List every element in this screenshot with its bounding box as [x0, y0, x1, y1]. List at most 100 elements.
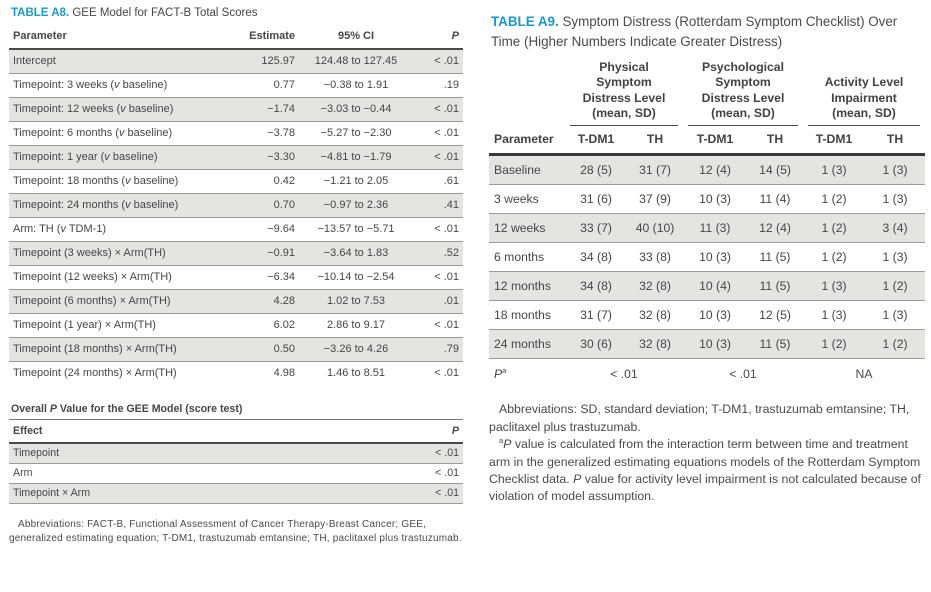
- value-cell: 32 (8): [627, 301, 683, 331]
- parameter-cell: Timepoint: 1 year (v baseline): [9, 146, 227, 171]
- value-cell: 1 (2): [803, 243, 865, 273]
- parameter-cell: Intercept: [9, 50, 227, 75]
- value-cell: 1 (3): [865, 185, 925, 215]
- p-cell: < .01: [413, 444, 463, 465]
- value-cell: 32 (8): [627, 330, 683, 360]
- value-cell: 1 (2): [803, 214, 865, 244]
- ci-cell: −5.27 to −2.30: [299, 122, 413, 147]
- table-row: Timepoint: 24 months (v baseline) 0.70 −0.…: [9, 194, 463, 219]
- symptom-distress-table: Physical Symptom Distress Level (mean, S…: [489, 58, 925, 389]
- parameter-cell: Timepoint (3 weeks) × Arm(TH): [9, 242, 227, 267]
- header-row: Parameter Estimate 95% CI P: [9, 27, 463, 51]
- value-cell: 31 (7): [627, 156, 683, 186]
- value-cell: 1 (3): [803, 156, 865, 186]
- estimate-cell: −1.74: [227, 98, 299, 123]
- table-row: 12 months 34 (8) 32 (8) 10 (4) 11 (5) 1 (3) 1 …: [489, 272, 925, 302]
- ci-cell: −13.57 to −5.71: [299, 218, 413, 243]
- column-header-tdm1: T-DM1: [803, 126, 865, 157]
- table-row: Timepoint: 1 year (v baseline) −3.30 −4.81…: [9, 146, 463, 171]
- overall-p-section: Overall P Value for the GEE Model (score…: [9, 403, 463, 505]
- column-header-th: TH: [865, 126, 925, 157]
- p-cell: < .01: [413, 464, 463, 485]
- value-cell: 31 (6): [565, 185, 627, 215]
- estimate-cell: 0.42: [227, 170, 299, 195]
- table-a9-caption: Symptom Distress (Rotterdam Symptom Chec…: [491, 14, 898, 50]
- estimate-cell: 4.98: [273, 367, 295, 380]
- estimate-cell: −0.91: [227, 242, 299, 267]
- value-cell: 10 (3): [683, 301, 747, 331]
- p-value-activity: NA: [855, 367, 873, 382]
- table-a8-title: TABLE A8. GEE Model for FACT-B Total Sco…: [11, 5, 463, 22]
- estimate-cell: 0.50: [227, 338, 299, 363]
- column-header-ci: 95% CI: [299, 27, 413, 51]
- overall-p-title: Overall P Value for the GEE Model (score…: [9, 403, 463, 421]
- value-cell: 12 (4): [683, 156, 747, 186]
- table-row: Timepoint: 3 weeks (v baseline) 0.77 −0.38…: [9, 74, 463, 99]
- value-cell: 3 (4): [865, 214, 925, 244]
- table-row: 12 weeks 33 (7) 40 (10) 11 (3) 12 (4) 1 (2) 3 …: [489, 214, 925, 244]
- p-cell: .19: [413, 74, 463, 99]
- value-cell: 1 (3): [865, 156, 925, 186]
- ci-cell: −0.97 to 2.36: [299, 194, 413, 219]
- p-cell: .61: [413, 170, 463, 195]
- estimate-cell: −3.30: [227, 146, 299, 171]
- table-a9-section: TABLE A9. Symptom Distress (Rotterdam Sy…: [489, 4, 925, 546]
- column-header-th: TH: [747, 126, 803, 157]
- table-a8-label: TABLE A8.: [11, 7, 70, 19]
- ci-cell: −0.38 to 1.91: [299, 74, 413, 99]
- value-cell: 10 (4): [683, 272, 747, 302]
- effect-cell: Timepoint: [9, 444, 413, 465]
- gee-model-table: Parameter Estimate 95% CI P Intercept 125…: [9, 27, 463, 385]
- footnote-paragraph: Abbreviations: SD, standard deviation; T…: [489, 402, 910, 434]
- p-row-label: Pa: [494, 366, 507, 382]
- table-row: Arm: TH (v TDM-1) −9.64 −13.57 to −5.71 < .…: [9, 218, 463, 243]
- ci-cell: −1.21 to 2.05: [299, 170, 413, 195]
- parameter-cell: Timepoint (6 months) × Arm(TH): [9, 290, 227, 315]
- value-cell: 33 (7): [565, 214, 627, 244]
- value-cell: 1 (3): [865, 243, 925, 273]
- parameter-cell: Timepoint: 24 months (v baseline): [9, 194, 227, 219]
- parameter-cell: Timepoint: 12 weeks (v baseline): [9, 98, 227, 123]
- value-cell: 10 (3): [683, 185, 747, 215]
- table-a9-title: TABLE A9. Symptom Distress (Rotterdam Sy…: [491, 12, 925, 52]
- footnote-paragraph: aP value is calculated from the interact…: [489, 436, 921, 504]
- table-row: 18 months 31 (7) 32 (8) 10 (3) 12 (5) 1 (3) 1 …: [489, 301, 925, 331]
- table-row: Timepoint (1 year) × Arm(TH) 6.02 2.86 to …: [9, 314, 463, 339]
- parameter-cell: Timepoint: 6 months (v baseline): [9, 122, 227, 147]
- parameter-cell: Timepoint (18 months) × Arm(TH): [9, 338, 227, 363]
- ci-cell: 1.02 to 7.53: [299, 290, 413, 315]
- parameter-cell: Timepoint (12 weeks) × Arm(TH): [9, 266, 227, 291]
- group-header-row: Physical Symptom Distress Level (mean, S…: [489, 58, 925, 127]
- value-cell: 10 (3): [683, 243, 747, 273]
- group-header-psychological: Psychological Symptom Distress Level (me…: [683, 58, 803, 127]
- table-a8-section: TABLE A8. GEE Model for FACT-B Total Sco…: [9, 4, 463, 546]
- estimate-cell: 6.02: [227, 314, 299, 339]
- ci-cell: −4.81 to −1.79: [299, 146, 413, 171]
- column-header-tdm1: T-DM1: [683, 126, 747, 157]
- estimate-cell: 0.70: [227, 194, 299, 219]
- header-row: Effect P: [9, 420, 463, 445]
- parameter-cell: Timepoint (1 year) × Arm(TH): [9, 314, 227, 339]
- table-row: Baseline 28 (5) 31 (7) 12 (4) 14 (5) 1 (3) 1 (…: [489, 156, 925, 186]
- p-cell: .41: [413, 194, 463, 219]
- table-row: Timepoint: 6 months (v baseline) −3.78 −5.…: [9, 122, 463, 147]
- column-header-p: P: [413, 420, 463, 445]
- parameter-cell: Timepoint: 18 months (v baseline): [9, 170, 227, 195]
- journal-page: TABLE A8. GEE Model for FACT-B Total Sco…: [9, 4, 925, 546]
- ci-cell: 1.46 to 8.51: [326, 367, 386, 380]
- estimate-cell: 125.97: [227, 50, 299, 75]
- sub-header-row: Parameter T-DM1 TH T-DM1 TH T-DM1 TH: [489, 126, 925, 157]
- value-cell: 40 (10): [627, 214, 683, 244]
- value-cell: 1 (3): [803, 301, 865, 331]
- table-a8-caption: GEE Model for FACT-B Total Scores: [72, 7, 258, 19]
- table-row: Timepoint (24 months) × Arm(TH) 4.98 1.46 …: [9, 362, 463, 385]
- ci-cell: −3.03 to −0.44: [299, 98, 413, 123]
- p-cell: .01: [413, 290, 463, 315]
- parameter-cell: 12 months: [489, 272, 565, 302]
- parameter-cell: 24 months: [489, 330, 565, 360]
- value-cell: 33 (8): [627, 243, 683, 273]
- group-header-physical: Physical Symptom Distress Level (mean, S…: [565, 58, 683, 127]
- p-cell: < .01: [434, 367, 459, 380]
- value-cell: 32 (8): [627, 272, 683, 302]
- p-value-row: Pa < .01 < .01 NA: [489, 359, 925, 389]
